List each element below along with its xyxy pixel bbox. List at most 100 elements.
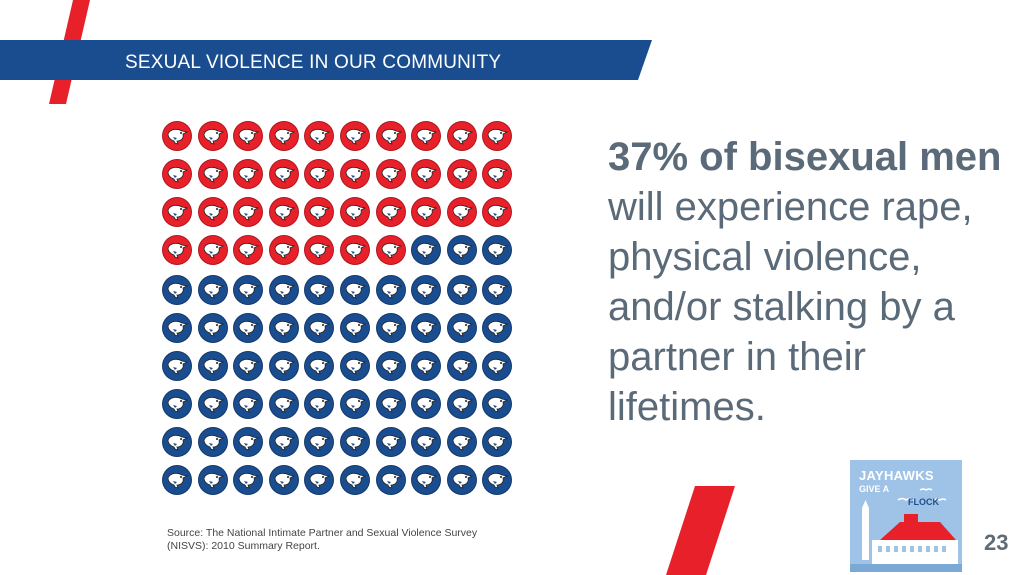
- pictogram-icon: [162, 465, 192, 495]
- pictogram-icon: [411, 275, 442, 305]
- pictogram-icon: [482, 427, 513, 457]
- logo-line-3: FLOCK: [908, 497, 939, 507]
- pictogram-icon: [340, 389, 370, 419]
- pictogram-icon-highlighted: [446, 159, 477, 189]
- jayhawks-give-a-flock-logo: JAYHAWKS GIVE A FLOCK: [850, 460, 962, 572]
- pictogram-icon: [482, 465, 513, 495]
- pictogram-icon-highlighted: [268, 235, 299, 265]
- pictogram-icon: [197, 351, 228, 381]
- pictogram-icon: [162, 389, 192, 419]
- pictogram-icon-highlighted: [340, 197, 370, 227]
- pictogram-icon: [411, 313, 442, 343]
- statistic-rest: will experience rape, physical violence,…: [608, 185, 973, 429]
- pictogram-icon-highlighted: [162, 159, 192, 189]
- pictogram-icon: [411, 389, 442, 419]
- pictogram-icon: [197, 275, 228, 305]
- pictogram-icon: [162, 275, 192, 305]
- pictogram-icon-highlighted: [411, 159, 442, 189]
- pictogram-icon-highlighted: [197, 197, 228, 227]
- pictogram-icon: [162, 427, 192, 457]
- pictogram-icon: [304, 313, 335, 343]
- pictogram-icon: [304, 351, 335, 381]
- pictogram-icon-highlighted: [162, 197, 192, 227]
- slide-title: SEXUAL VIOLENCE IN OUR COMMUNITY: [125, 52, 502, 73]
- pictogram-icon: [446, 427, 477, 457]
- pictogram-icon: [233, 275, 264, 305]
- pictogram-icon-highlighted: [375, 159, 406, 189]
- pictogram-icon-highlighted: [411, 197, 442, 227]
- pictogram-icon: [446, 351, 477, 381]
- pictogram-icon-highlighted: [446, 197, 477, 227]
- pictogram-icon: [268, 389, 299, 419]
- pictogram-icon: [340, 465, 370, 495]
- pictogram-icon-highlighted: [304, 159, 335, 189]
- pictogram-icon-highlighted: [162, 121, 192, 151]
- pictogram-icon: [340, 427, 370, 457]
- pictogram-icon-highlighted: [197, 159, 228, 189]
- pictogram-icon: [482, 351, 513, 381]
- pictogram-icon: [340, 313, 370, 343]
- pictogram-icon-highlighted: [233, 121, 264, 151]
- pictogram-icon-highlighted: [233, 197, 264, 227]
- pictogram-icon-highlighted: [268, 121, 299, 151]
- pictogram-icon: [304, 389, 335, 419]
- pictogram-icon: [446, 389, 477, 419]
- pictogram-icon: [233, 351, 264, 381]
- pictogram-icon-highlighted: [162, 235, 192, 265]
- pictogram-icon: [411, 351, 442, 381]
- pictogram-icon: [233, 427, 264, 457]
- pictogram-icon: [268, 427, 299, 457]
- logo-line-1: JAYHAWKS: [859, 468, 934, 483]
- pictogram-icon-highlighted: [268, 197, 299, 227]
- pictogram-icon: [375, 389, 406, 419]
- pictogram-icon: [197, 389, 228, 419]
- pictogram-icon: [268, 465, 299, 495]
- logo-line-2: GIVE A: [859, 484, 890, 494]
- pictogram-icon-highlighted: [375, 197, 406, 227]
- pictogram-icon-highlighted: [268, 159, 299, 189]
- pictogram-icon: [411, 465, 442, 495]
- pictogram-icon: [482, 389, 513, 419]
- source-citation: Source: The National Intimate Partner an…: [167, 527, 478, 552]
- pictogram-icon: [268, 275, 299, 305]
- pictogram-icon: [340, 275, 370, 305]
- title-banner: [0, 40, 652, 80]
- pictogram-icon: [375, 465, 406, 495]
- pictogram-icon: [233, 313, 264, 343]
- pictogram-icon: [375, 313, 406, 343]
- pictogram-icon: [411, 235, 442, 265]
- pictogram-icon: [446, 313, 477, 343]
- pictogram-icon: [162, 351, 192, 381]
- pictogram-icon: [268, 313, 299, 343]
- pictogram-icon-highlighted: [304, 121, 335, 151]
- pictogram-icon: [375, 351, 406, 381]
- pictogram-icon: [304, 465, 335, 495]
- pictogram-icon: [375, 427, 406, 457]
- pictogram-icon-highlighted: [340, 159, 370, 189]
- pictogram-icon: [268, 351, 299, 381]
- statistic-bold: 37% of bisexual men: [608, 135, 1002, 179]
- pictogram-icon-highlighted: [482, 159, 513, 189]
- pictogram-icon-highlighted: [233, 159, 264, 189]
- pictogram-icon: [304, 275, 335, 305]
- pictogram-icon-highlighted: [482, 197, 513, 227]
- pictogram-icon-highlighted: [340, 235, 370, 265]
- pictogram-icon: [197, 313, 228, 343]
- pictogram-icon-highlighted: [233, 235, 264, 265]
- pictogram-icon-highlighted: [304, 197, 335, 227]
- pictogram-icon: [446, 465, 477, 495]
- pictogram-icon-highlighted: [197, 121, 228, 151]
- pictogram-icon-highlighted: [197, 235, 228, 265]
- pictogram-icon: [304, 427, 335, 457]
- statistic-text: 37% of bisexual men will experience rape…: [608, 132, 1008, 432]
- pictogram-icon-highlighted: [375, 121, 406, 151]
- pictogram-icon: [446, 275, 477, 305]
- pictogram-icon: [482, 313, 513, 343]
- pictogram-grid: [162, 121, 514, 505]
- pictogram-icon-highlighted: [482, 121, 513, 151]
- pictogram-icon: [482, 235, 513, 265]
- pictogram-icon: [446, 235, 477, 265]
- pictogram-icon-highlighted: [375, 235, 406, 265]
- pictogram-icon-highlighted: [446, 121, 477, 151]
- pictogram-icon: [197, 465, 228, 495]
